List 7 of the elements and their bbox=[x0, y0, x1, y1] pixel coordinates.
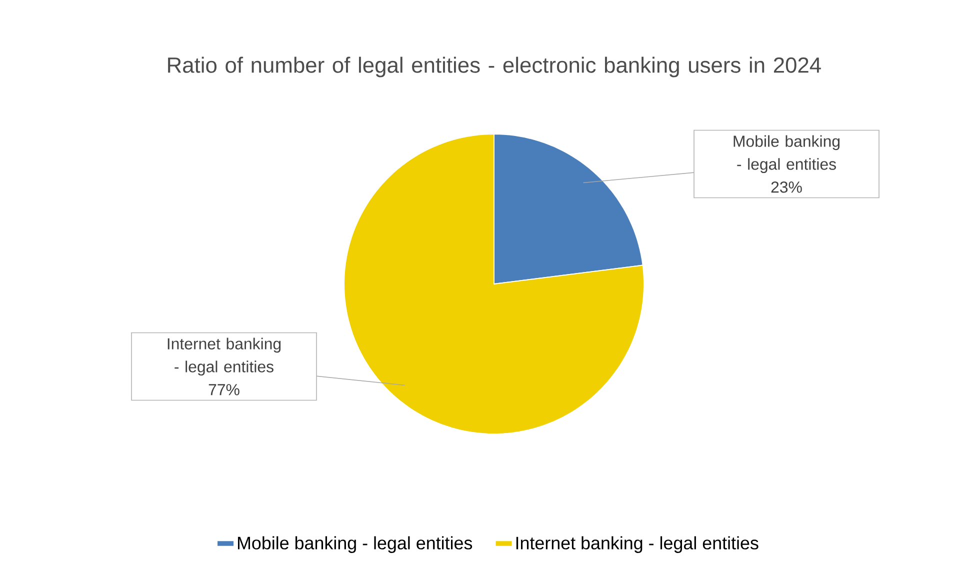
chart-title: Ratio of number of legal entities - electronic banking users in 2024 bbox=[168, 56, 821, 78]
slice-label: Mobile banking - legal entities bbox=[734, 135, 840, 174]
legend-label: Internet banking - legal entities bbox=[516, 536, 758, 553]
slice-label: Internet banking - legal entities bbox=[168, 338, 281, 376]
legend-label: Mobile banking - legal entities bbox=[238, 536, 472, 553]
data-label: 77% bbox=[208, 384, 240, 396]
data-label: 23% bbox=[771, 181, 802, 193]
